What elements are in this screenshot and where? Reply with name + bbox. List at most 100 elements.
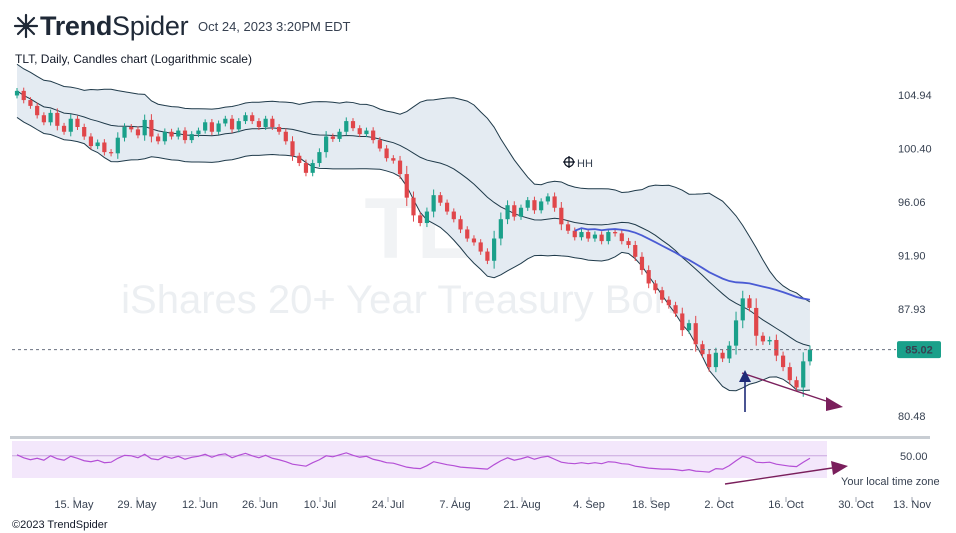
spider-logo-icon bbox=[13, 13, 39, 39]
candle bbox=[122, 123, 127, 142]
candle-body bbox=[330, 136, 335, 139]
candle-body bbox=[438, 195, 443, 203]
x-tick-label: 12. Jun bbox=[182, 499, 218, 511]
candle-body bbox=[720, 352, 725, 359]
candle bbox=[391, 155, 396, 164]
candle-body bbox=[357, 128, 362, 135]
y-tick-label: 100.40 bbox=[898, 143, 932, 155]
candle bbox=[612, 228, 618, 237]
y-tick-label: 104.94 bbox=[898, 90, 932, 102]
candle-body bbox=[182, 130, 188, 141]
candle bbox=[794, 376, 799, 392]
candle bbox=[438, 192, 443, 206]
candle bbox=[606, 228, 611, 245]
candle-body bbox=[156, 136, 161, 142]
hh-marker-icon bbox=[563, 156, 575, 168]
candle bbox=[754, 298, 759, 346]
candle bbox=[552, 192, 557, 212]
candle-body bbox=[754, 307, 759, 336]
candle-body bbox=[55, 112, 60, 126]
candle bbox=[243, 112, 248, 125]
candle bbox=[713, 347, 718, 373]
rsi-background bbox=[12, 441, 827, 478]
candle-body bbox=[733, 320, 739, 346]
candle bbox=[565, 221, 571, 234]
candle bbox=[357, 125, 362, 138]
candle-body bbox=[377, 140, 382, 149]
candle bbox=[377, 137, 382, 152]
candle-body bbox=[337, 131, 342, 139]
candle-body bbox=[209, 122, 214, 132]
candle-body bbox=[142, 119, 147, 136]
candle-body bbox=[256, 121, 262, 128]
candle bbox=[209, 118, 214, 136]
candle bbox=[162, 128, 167, 145]
candle bbox=[223, 115, 228, 127]
candle bbox=[780, 351, 786, 372]
candle bbox=[680, 307, 685, 337]
y-tick-label: 80.48 bbox=[898, 411, 926, 423]
x-tick-label: 18. Sep bbox=[632, 499, 670, 511]
candle bbox=[673, 301, 678, 317]
candle-body bbox=[122, 127, 127, 138]
candle-body bbox=[492, 238, 497, 261]
candle bbox=[660, 286, 665, 304]
candle bbox=[108, 149, 114, 157]
candle bbox=[14, 87, 20, 99]
candle-body bbox=[505, 205, 510, 220]
candle bbox=[774, 334, 779, 362]
candle-body bbox=[196, 130, 201, 135]
brand-name: TrendSpider bbox=[40, 10, 189, 41]
candle bbox=[75, 115, 80, 130]
candle bbox=[135, 126, 141, 139]
candle bbox=[216, 120, 221, 135]
hh-annotation-label: HH bbox=[577, 158, 593, 170]
candle-body bbox=[518, 207, 524, 217]
candle bbox=[364, 127, 369, 138]
candle bbox=[633, 240, 638, 261]
candle bbox=[801, 352, 806, 397]
candle-body bbox=[666, 299, 671, 306]
candle bbox=[290, 136, 295, 161]
candle-body bbox=[780, 355, 786, 368]
candle bbox=[203, 119, 208, 134]
candle-body bbox=[41, 115, 46, 123]
candle bbox=[498, 212, 503, 246]
candle bbox=[418, 212, 423, 227]
candle-body bbox=[344, 121, 349, 132]
candle-body bbox=[283, 131, 288, 142]
candle bbox=[485, 248, 490, 265]
candle bbox=[310, 159, 315, 177]
candle bbox=[324, 131, 329, 158]
candle bbox=[653, 280, 658, 294]
candle bbox=[639, 252, 645, 275]
candle bbox=[250, 112, 255, 125]
candle-body bbox=[485, 251, 490, 261]
candle-body bbox=[48, 112, 53, 123]
candle bbox=[693, 315, 698, 352]
x-tick-label: 16. Oct bbox=[768, 499, 803, 511]
rsi-level-label: 50.00 bbox=[900, 451, 928, 463]
candle-body bbox=[586, 232, 591, 239]
candle-body bbox=[572, 230, 577, 238]
rsi-line bbox=[16, 452, 811, 473]
candle-body bbox=[686, 323, 692, 331]
candle bbox=[767, 336, 772, 345]
candle-body bbox=[371, 130, 376, 141]
candle bbox=[95, 139, 100, 150]
candle-body bbox=[102, 142, 107, 153]
candle-body bbox=[236, 121, 241, 130]
candle-body bbox=[532, 200, 537, 211]
x-tick-label: 7. Aug bbox=[439, 499, 470, 511]
candle-body bbox=[108, 152, 114, 154]
candle-body bbox=[276, 127, 282, 132]
candle bbox=[586, 228, 591, 242]
y-tick-label: 87.93 bbox=[898, 304, 926, 316]
candle bbox=[760, 332, 766, 345]
candle bbox=[787, 362, 792, 385]
candle-body bbox=[545, 196, 550, 202]
candle-body bbox=[243, 115, 248, 122]
candle-body bbox=[653, 283, 658, 291]
candle-body bbox=[189, 134, 194, 141]
